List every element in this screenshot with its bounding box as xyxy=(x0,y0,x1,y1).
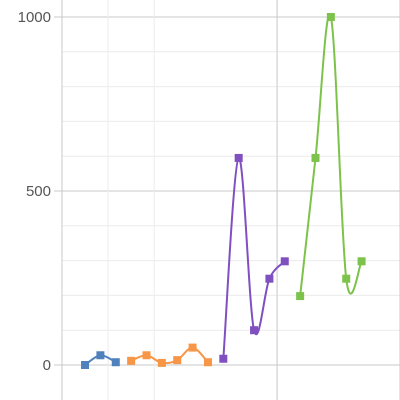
major-gridlines xyxy=(54,0,400,400)
series-line xyxy=(300,15,361,296)
data-point xyxy=(358,257,366,265)
data-point xyxy=(327,13,335,21)
series-2 xyxy=(127,344,212,367)
data-point xyxy=(265,275,273,283)
data-point xyxy=(189,344,197,352)
data-point xyxy=(250,326,258,334)
data-point xyxy=(96,351,104,359)
data-point xyxy=(204,358,212,366)
y-tick-labels: 0 500 1000 xyxy=(18,9,51,374)
data-point xyxy=(173,356,181,364)
y-tick-label: 500 xyxy=(26,183,51,200)
data-point xyxy=(312,154,320,162)
series-3 xyxy=(219,154,288,363)
data-point xyxy=(342,275,350,283)
data-point xyxy=(127,357,135,365)
y-tick-label: 1000 xyxy=(18,9,51,26)
data-point xyxy=(81,361,89,369)
series-1 xyxy=(81,351,120,369)
data-point xyxy=(112,358,120,366)
y-tick-label: 0 xyxy=(43,357,51,374)
data-point xyxy=(143,351,151,359)
data-point xyxy=(235,154,243,162)
data-point xyxy=(296,292,304,300)
data-point xyxy=(219,355,227,363)
data-point xyxy=(281,257,289,265)
data-point xyxy=(158,359,166,367)
